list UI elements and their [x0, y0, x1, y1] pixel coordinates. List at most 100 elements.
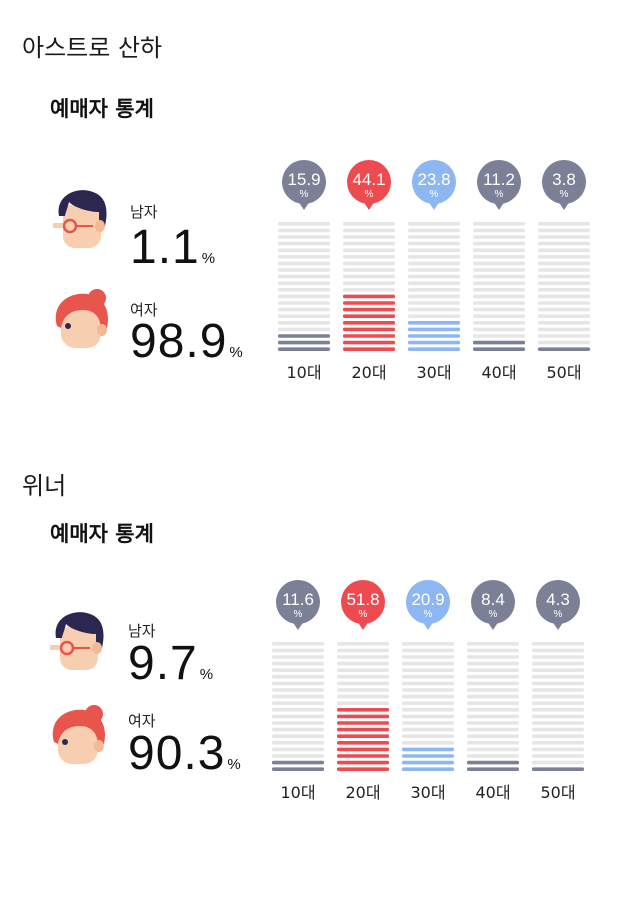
bar-segment-empty [272, 642, 324, 646]
bar-segment-empty [337, 655, 389, 659]
bar-segment-empty [272, 648, 324, 653]
bar-segment-empty [343, 222, 395, 226]
stats-section-astro: 아스트로 산하 예매자 통계 남자 1.1% 여자 98.9% 15.9% 10대… [0, 0, 640, 440]
value-bubble: 44.1% [347, 160, 391, 210]
bar-segment-filled [467, 760, 519, 765]
bar-segment-empty [337, 648, 389, 653]
age-column: 44.1% 20대 [343, 160, 395, 382]
value-bubble: 3.8% [542, 160, 586, 210]
bar-segment-filled [337, 767, 389, 771]
bar-segment-empty [272, 655, 324, 659]
male-label: 남자 [130, 203, 158, 221]
male-avatar-icon [53, 190, 107, 248]
bar-segment-filled [337, 721, 389, 725]
bar-segment-empty [473, 235, 525, 239]
bar-segment-empty [272, 721, 324, 725]
bar-segment-empty [473, 241, 525, 246]
age-column: 11.2% 40대 [473, 160, 525, 382]
female-percentage: 98.9% [130, 318, 244, 366]
bar-segment-empty [408, 268, 460, 272]
bar-segment-empty [467, 694, 519, 699]
x-tick-label: 30대 [410, 783, 445, 802]
bar-segment-empty [272, 681, 324, 686]
bar-segment-empty [272, 694, 324, 699]
bar-segment-empty [278, 268, 330, 272]
bar-segment-empty [473, 248, 525, 252]
bar-segment-empty [538, 301, 590, 305]
bar-segment-empty [538, 261, 590, 266]
bar-segment-empty [272, 754, 324, 758]
bar-segment-empty [538, 334, 590, 338]
female-label: 여자 [130, 301, 158, 319]
data-label-unit: % [560, 189, 569, 200]
bar-segment-filled [408, 321, 460, 325]
bar-segment-filled [343, 301, 395, 305]
value-bubble: 8.4% [471, 580, 515, 630]
x-tick-label: 20대 [351, 363, 386, 382]
bar-segment-empty [532, 694, 584, 699]
value-bubble: 15.9% [282, 160, 326, 210]
bar-segment-filled [467, 767, 519, 771]
bar-segment-empty [408, 222, 460, 226]
value-bubble: 11.6% [276, 580, 320, 630]
bar-segment-empty [272, 747, 324, 752]
bar-segment-filled [402, 747, 454, 752]
bar-segment-empty [278, 307, 330, 312]
bar-segment-empty [473, 314, 525, 318]
bar-segment-empty [278, 327, 330, 332]
bar-segment-empty [532, 734, 584, 738]
bubble-circle [406, 580, 450, 624]
bar-segment-empty [337, 668, 389, 672]
bar-segment-empty [278, 281, 330, 285]
bar-segment-empty [538, 327, 590, 332]
data-label: 11.2 [483, 170, 515, 189]
female-avatar-icon [55, 289, 109, 348]
bar-segment-filled [408, 327, 460, 332]
bar-segment-empty [467, 714, 519, 719]
data-label: 51.8 [346, 590, 379, 609]
bar-segment-empty [408, 294, 460, 299]
age-column: 15.9% 10대 [278, 160, 330, 382]
bar-segment-empty [343, 235, 395, 239]
bar-segment-empty [473, 222, 525, 226]
bar-segment-filled [473, 340, 525, 345]
bar-segment-empty [278, 261, 330, 266]
bar-segment-empty [343, 274, 395, 279]
bar-segment-empty [473, 288, 525, 292]
bar-segment-empty [538, 281, 590, 285]
male-label: 남자 [128, 622, 156, 640]
bar-segment-empty [467, 688, 519, 692]
bar-segment-empty [337, 661, 389, 666]
data-label: 8.4 [481, 590, 505, 609]
age-bar-chart: 15.9% 10대 44.1% 20대 23.8% 30대 11.2% 40대 3.8% 50대 [278, 160, 590, 382]
data-label: 11.6 [282, 590, 314, 609]
data-label-unit: % [489, 609, 498, 620]
bar-segment-empty [538, 248, 590, 252]
bubble-circle [471, 580, 515, 624]
bar-segment-filled [343, 340, 395, 345]
bubble-circle [347, 160, 391, 204]
data-label-unit: % [365, 189, 374, 200]
bar-segment-empty [532, 648, 584, 653]
bar-segment-empty [402, 701, 454, 705]
age-column: 8.4% 40대 [467, 580, 519, 802]
bar-segment-empty [402, 694, 454, 699]
bar-segment-filled [408, 347, 460, 351]
bar-segment-empty [402, 675, 454, 679]
bar-segment-empty [473, 301, 525, 305]
bar-segment-empty [408, 288, 460, 292]
percent-unit: % [229, 344, 244, 361]
section-title: 위너 [22, 472, 67, 500]
section-subtitle: 예매자 통계 [50, 97, 154, 121]
bar-segment-empty [532, 642, 584, 646]
bar-segment-empty [538, 241, 590, 246]
x-tick-label: 50대 [546, 363, 581, 382]
bar-segment-empty [402, 642, 454, 646]
bar-segment-filled [343, 321, 395, 325]
percent-unit: % [199, 666, 215, 683]
bar-segment-empty [473, 307, 525, 312]
bar-segment-empty [538, 235, 590, 239]
x-tick-label: 10대 [286, 363, 321, 382]
bar-segment-empty [467, 655, 519, 659]
bar-segment-empty [408, 301, 460, 305]
